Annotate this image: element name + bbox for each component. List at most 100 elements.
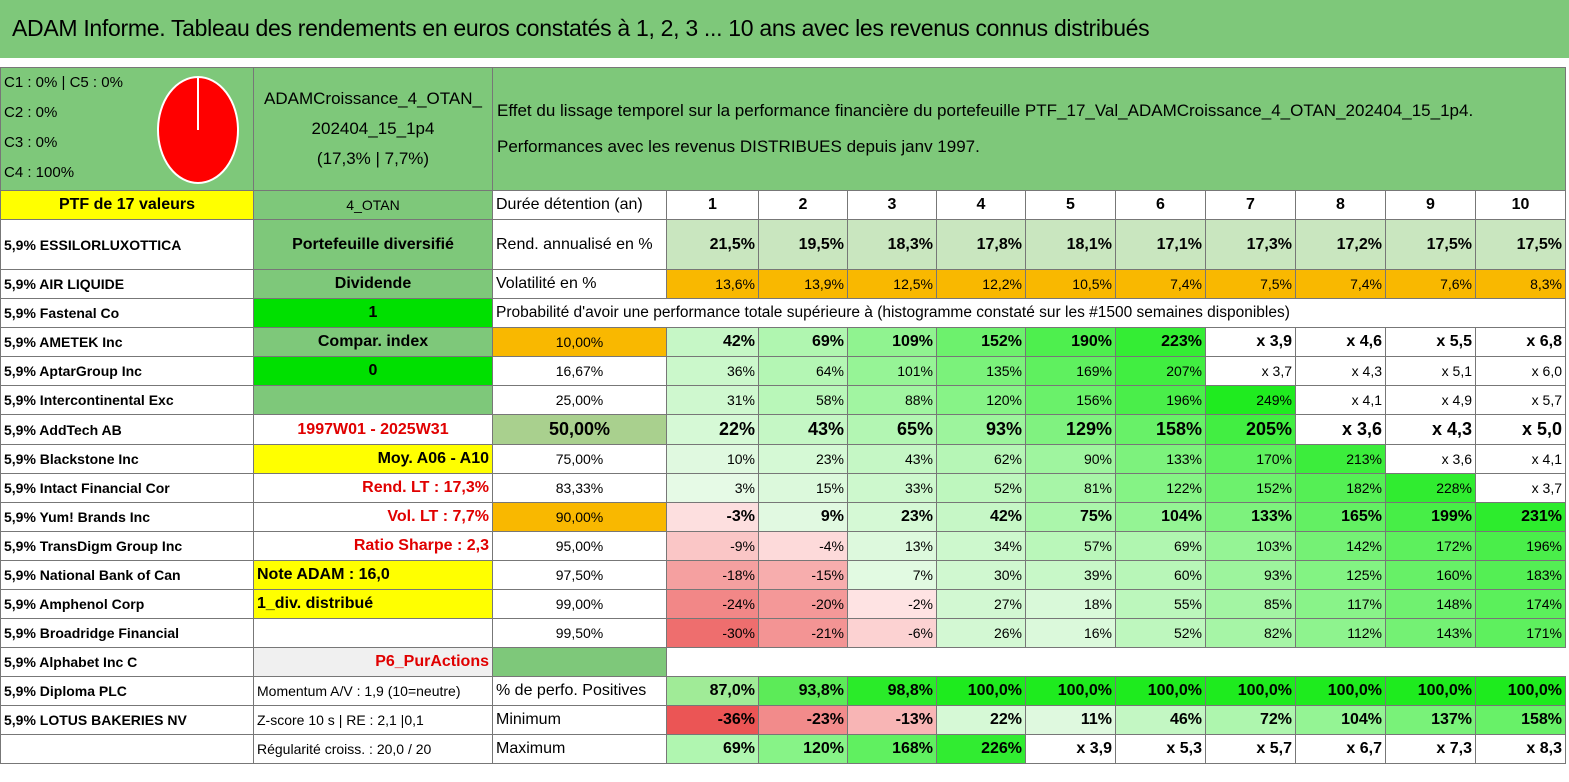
holding-name: 5,9% AptarGroup Inc <box>0 356 254 386</box>
pos-value: 100,0% <box>1115 676 1206 706</box>
vol-value: 13,9% <box>758 269 848 299</box>
min-value: -23% <box>758 705 848 735</box>
vol-value: 12,2% <box>936 269 1026 299</box>
max-label: Maximum <box>492 734 667 764</box>
year-header: 3 <box>847 190 937 220</box>
class-breakdown: C1 : 0% | C5 : 0% C2 : 0% C3 : 0% C4 : 1… <box>0 67 254 191</box>
prob-value: -3% <box>666 502 759 532</box>
year-header: 5 <box>1025 190 1116 220</box>
prob-value: 152% <box>1205 473 1296 503</box>
year-header: 4 <box>936 190 1026 220</box>
prob-value: 152% <box>936 327 1026 357</box>
pos-label: % de perfo. Positives <box>492 676 667 706</box>
rend-value: 18,1% <box>1025 219 1116 270</box>
probability-threshold: 95,00% <box>492 531 667 561</box>
prob-value: 57% <box>1025 531 1116 561</box>
vol-value: 13,6% <box>666 269 759 299</box>
prob-row: 5,9% AMETEK Inc Compar. index 10,00% 42% 69%… <box>0 327 1566 357</box>
vol-value: 12,5% <box>847 269 937 299</box>
vol-row: 5,9% AIR LIQUIDE Dividende Volatilité en %… <box>0 269 1566 299</box>
prob-value: 122% <box>1115 473 1206 503</box>
prob-value: 160% <box>1385 560 1476 590</box>
prob-value: 169% <box>1025 356 1116 386</box>
prob-value: 10% <box>666 444 759 474</box>
pos-value: 100,0% <box>1025 676 1116 706</box>
holding-name: 5,9% AIR LIQUIDE <box>0 269 254 299</box>
info-flag-1: 1 <box>253 298 493 328</box>
prob-value: 22% <box>666 414 759 445</box>
prob-value: 75% <box>1025 502 1116 532</box>
prob-value: x 4,1 <box>1475 444 1566 474</box>
holding-name: 5,9% Intercontinental Exc <box>0 385 254 415</box>
rend-value: 17,3% <box>1205 219 1296 270</box>
blank-cell <box>667 648 1566 677</box>
prob-value: 33% <box>847 473 937 503</box>
rend-value: 17,8% <box>936 219 1026 270</box>
min-value: -13% <box>847 705 937 735</box>
prob-value: 165% <box>1295 502 1386 532</box>
vol-value: 10,5% <box>1025 269 1116 299</box>
probability-threshold: 90,00% <box>492 502 667 532</box>
vol-value: 7,4% <box>1115 269 1206 299</box>
max-value: 226% <box>936 734 1026 764</box>
min-value: -36% <box>666 705 759 735</box>
prob-value: 205% <box>1205 414 1296 445</box>
rend-value: 19,5% <box>758 219 848 270</box>
portfolio-stats: (17,3% | 7,7%) <box>316 149 430 168</box>
prob-value: 62% <box>936 444 1026 474</box>
prob-row: 5,9% AptarGroup Inc 0 16,67% 36% 64% 101% 135%… <box>0 356 1566 386</box>
prob-value: 58% <box>758 385 848 415</box>
prob-value: x 4,1 <box>1295 385 1386 415</box>
probability-threshold: 75,00% <box>492 444 667 474</box>
prob-value: x 5,7 <box>1475 385 1566 415</box>
prob-value: 69% <box>758 327 848 357</box>
info-moy: Moy. A06 - A10 <box>253 444 493 474</box>
prob-value: -15% <box>758 560 848 590</box>
prob-value: 223% <box>1115 327 1206 357</box>
prob-value: 196% <box>1475 531 1566 561</box>
holding-name: 5,9% AddTech AB <box>0 414 254 445</box>
pos-value: 98,8% <box>847 676 937 706</box>
max-value: x 6,7 <box>1295 734 1386 764</box>
prob-value: 7% <box>847 560 937 590</box>
year-header: 7 <box>1205 190 1296 220</box>
prob-value: 65% <box>847 414 937 445</box>
years-row: PTF de 17 valeurs 4_OTAN Durée détention (… <box>0 190 1566 220</box>
vol-value: 7,6% <box>1385 269 1476 299</box>
prob-value: -4% <box>758 531 848 561</box>
min-value: 22% <box>936 705 1026 735</box>
holding-name: 5,9% Broadridge Financial <box>0 618 254 648</box>
ptf-label: PTF de 17 valeurs <box>0 190 254 220</box>
description-line-1: Effet du lissage temporel sur la perform… <box>497 101 1474 120</box>
prob-value: x 3,6 <box>1295 414 1386 445</box>
prob-value: 112% <box>1295 618 1386 648</box>
prob-value: 93% <box>1205 560 1296 590</box>
class-line-2: C2 : 0% <box>4 104 58 121</box>
year-header: 2 <box>758 190 848 220</box>
prob-row: 5,9% AddTech AB 1997W01 - 2025W31 50,00% 22… <box>0 414 1566 445</box>
max-value: x 8,3 <box>1475 734 1566 764</box>
info-compar-index: Compar. index <box>253 327 493 357</box>
report-header: ADAM Informe. Tableau des rendements en … <box>0 0 1569 60</box>
prob-value: 3% <box>666 473 759 503</box>
prob-value: 81% <box>1025 473 1116 503</box>
prob-value: x 3,6 <box>1385 444 1476 474</box>
prob-value: 9% <box>758 502 848 532</box>
prob-value: 13% <box>847 531 937 561</box>
prob-value: 30% <box>936 560 1026 590</box>
info-zscore: Z-score 10 s | RE : 2,1 |0,1 <box>253 705 493 735</box>
prob-value: 109% <box>847 327 937 357</box>
prob-value: 171% <box>1475 618 1566 648</box>
info-note-adam: Note ADAM : 16,0 <box>253 560 493 590</box>
description-line-2: Performances avec les revenus DISTRIBUES… <box>497 137 980 156</box>
prob-value: 199% <box>1385 502 1476 532</box>
rend-value: 17,5% <box>1385 219 1476 270</box>
prob-value: 18% <box>1025 589 1116 619</box>
prob-value: 52% <box>1115 618 1206 648</box>
vol-value: 8,3% <box>1475 269 1566 299</box>
max-value: 69% <box>666 734 759 764</box>
prob-value: -9% <box>666 531 759 561</box>
prob-value: 142% <box>1295 531 1386 561</box>
info-flag-0: 0 <box>253 356 493 386</box>
prob-row: 5,9% Intercontinental Exc 25,00% 31% 58% 88%… <box>0 385 1566 415</box>
